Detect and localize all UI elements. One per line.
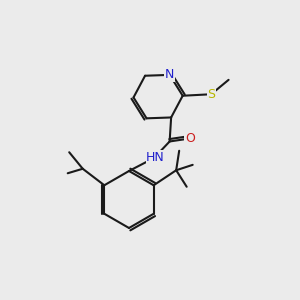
Text: N: N — [165, 68, 174, 81]
Text: S: S — [207, 88, 215, 101]
Text: HN: HN — [146, 151, 165, 164]
Text: O: O — [185, 132, 195, 145]
